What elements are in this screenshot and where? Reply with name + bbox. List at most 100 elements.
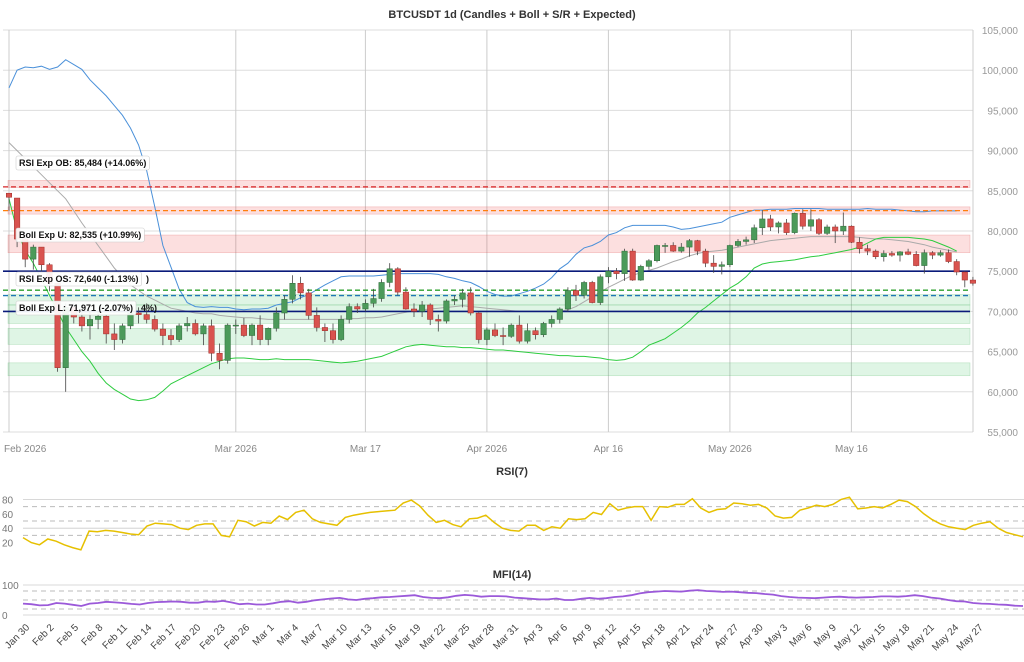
price-y-tick-label: 95,000 xyxy=(987,106,1018,117)
expected-level-label-box xyxy=(15,271,142,287)
mfi-x-tick-label: Mar 13 xyxy=(345,622,375,652)
mfi-x-tick-label: Apr 15 xyxy=(615,622,644,651)
mfi-x-tick-label: May 6 xyxy=(787,622,814,649)
candle-body xyxy=(297,283,304,294)
mfi-x-tick-label: May 3 xyxy=(763,622,790,649)
resistance-zone xyxy=(7,234,971,254)
candle-body xyxy=(864,248,871,252)
mfi-x-tick-label: Feb 20 xyxy=(173,622,203,652)
candle-body xyxy=(848,225,855,243)
candle-body xyxy=(111,333,118,340)
price-x-tick-label: Apr 16 xyxy=(594,444,624,455)
candle-body xyxy=(686,240,693,248)
mfi-x-tick-label: Mar 16 xyxy=(369,622,399,652)
candle-body xyxy=(216,352,223,361)
support-zone xyxy=(7,294,971,306)
candle-body xyxy=(840,225,847,232)
candle-body xyxy=(751,227,758,241)
candle-body xyxy=(54,283,61,368)
candle-body xyxy=(483,329,490,340)
candle-body xyxy=(856,242,863,249)
candle-body xyxy=(605,270,612,278)
mfi-x-tick-label: Mar 4 xyxy=(275,622,301,648)
candle-body xyxy=(475,312,482,340)
candle-body xyxy=(613,270,620,274)
candle-body xyxy=(265,328,272,340)
mfi-x-tick-label: Feb 5 xyxy=(55,622,81,648)
candle-body xyxy=(378,282,385,299)
candle-body xyxy=(6,192,12,198)
candle-body xyxy=(151,319,158,330)
candle-body xyxy=(945,252,952,262)
rsi-y-tick-label: 80 xyxy=(2,495,14,506)
candle-body xyxy=(710,262,717,267)
candle-body xyxy=(969,279,976,284)
mfi-x-tick-label: Apr 12 xyxy=(590,622,619,651)
candle-body xyxy=(540,323,547,335)
candle-body xyxy=(411,308,417,312)
partial-label-fragment: ) xyxy=(146,274,149,284)
mfi-x-tick-label: Mar 10 xyxy=(320,622,350,652)
candle-body xyxy=(816,219,822,234)
candle-body xyxy=(694,240,701,252)
candle-body xyxy=(451,299,458,302)
candle-body xyxy=(354,306,361,310)
price-x-tick-label: May 2026 xyxy=(708,444,752,455)
candle-body xyxy=(176,325,183,340)
candle-body xyxy=(362,303,369,310)
candle-body xyxy=(645,260,652,267)
candle-body xyxy=(564,290,571,310)
candle-body xyxy=(402,291,409,310)
candle-body xyxy=(807,219,814,227)
expected-level-label-box xyxy=(15,300,137,316)
candle-body xyxy=(330,330,336,340)
candle-body xyxy=(929,252,936,256)
candle-body xyxy=(670,245,677,252)
price-y-tick-label: 80,000 xyxy=(987,227,1018,238)
candle-body xyxy=(200,325,207,335)
candle-body xyxy=(726,245,733,266)
price-x-tick-label: Mar 17 xyxy=(350,444,382,455)
expected-level-label: Boll Exp U: 82,535 (+10.99%) xyxy=(19,230,141,240)
candle-body xyxy=(321,327,328,331)
candle-body xyxy=(184,323,191,327)
rsi-title: RSI(7) xyxy=(496,466,528,478)
candle-body xyxy=(394,268,401,293)
candle-body xyxy=(953,261,960,273)
rsi-y-tick-label: 40 xyxy=(2,524,14,535)
candle-body xyxy=(281,299,288,314)
candle-body xyxy=(556,308,563,320)
mfi-x-tick-label: Mar 22 xyxy=(418,622,448,652)
resistance-zone xyxy=(7,206,971,215)
candle-body xyxy=(937,252,944,256)
candle-body xyxy=(30,246,37,260)
price-y-tick-label: 105,000 xyxy=(982,26,1019,37)
mfi-x-tick-label: Mar 28 xyxy=(467,622,497,652)
candle-body xyxy=(168,335,174,340)
mfi-x-tick-label: Apr 3 xyxy=(521,622,546,647)
candle-body xyxy=(880,253,887,257)
candle-body xyxy=(119,325,126,340)
candle-body xyxy=(87,319,93,327)
expected-level-label: RSI Exp OS: 72,640 (-1.13%) xyxy=(19,274,139,284)
candle-body xyxy=(435,319,442,322)
candle-body xyxy=(135,312,142,315)
candle-body xyxy=(516,324,523,342)
candle-body xyxy=(589,282,596,303)
mfi-x-tick-label: Apr 27 xyxy=(713,622,742,651)
mfi-x-tick-label: Mar 25 xyxy=(442,622,472,652)
price-x-tick-label: Feb 2026 xyxy=(4,444,47,455)
candle-body xyxy=(532,330,539,335)
mfi-x-tick-label: Feb 2 xyxy=(31,622,57,648)
partial-label-fragment: 4%) xyxy=(141,303,157,313)
candle-body xyxy=(508,324,515,337)
expected-level-label-box xyxy=(15,155,150,171)
candle-body xyxy=(386,268,393,283)
candle-body xyxy=(775,222,782,228)
candle-body xyxy=(702,250,709,264)
candle-body xyxy=(759,218,766,229)
chart-title: BTCUSDT 1d (Candles + Boll + S/R + Expec… xyxy=(388,9,636,21)
rsi-panel: RSI(7) 20 40 60 80 xyxy=(2,466,1024,557)
